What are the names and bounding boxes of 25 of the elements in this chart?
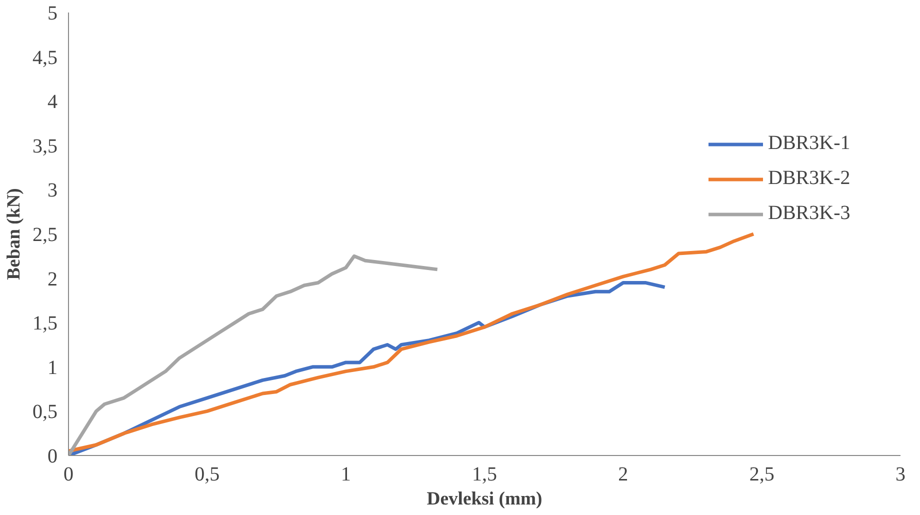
line-series	[68, 254, 440, 456]
x-tick-label: 1,5	[472, 464, 497, 486]
line-series	[68, 232, 756, 453]
y-tick-label: 1,5	[32, 312, 58, 335]
y-tick-label: 2	[48, 268, 58, 290]
x-tick-label: 2,5	[749, 464, 774, 486]
legend-label: DBR3K-3	[768, 202, 850, 225]
x-tick-label: 0	[64, 464, 74, 486]
x-axis-title: Devleksi (mm)	[426, 488, 542, 510]
legend-label: DBR3K-1	[768, 132, 850, 155]
y-tick-label: 2,5	[32, 224, 58, 246]
y-tick-label: 5	[48, 2, 58, 24]
x-tick-label: 3	[896, 464, 906, 486]
y-tick-label: 3,5	[32, 135, 58, 158]
y-tick-label: 4	[48, 91, 58, 114]
y-axis-title: Beban (kN)	[4, 188, 24, 280]
x-tick-label: 2	[618, 464, 628, 486]
y-tick-label: 0	[48, 446, 58, 468]
y-tick-label: 0,5	[32, 401, 58, 424]
y-tick-label: 3	[48, 180, 58, 202]
x-tick-label: 0,5	[194, 464, 220, 486]
x-tick-label: 1	[340, 464, 351, 486]
legend-label: DBR3K-2	[768, 167, 850, 190]
y-tick-label: 4,5	[32, 46, 58, 69]
y-tick-label: 1	[48, 356, 58, 379]
